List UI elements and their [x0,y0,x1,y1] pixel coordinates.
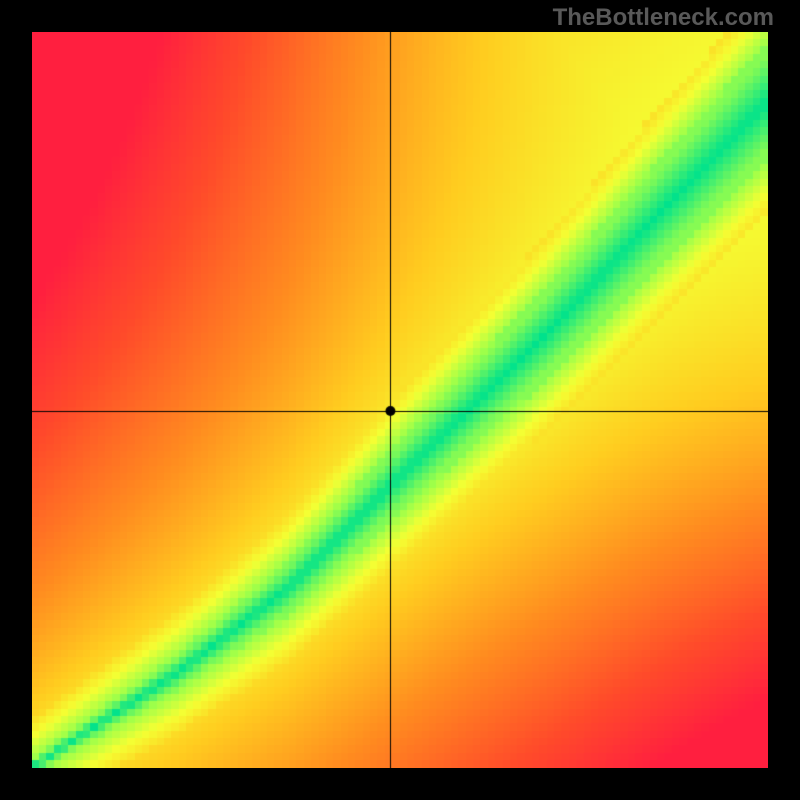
bottleneck-heatmap [32,32,768,768]
chart-stage: TheBottleneck.com [0,0,800,800]
source-watermark: TheBottleneck.com [553,4,774,32]
